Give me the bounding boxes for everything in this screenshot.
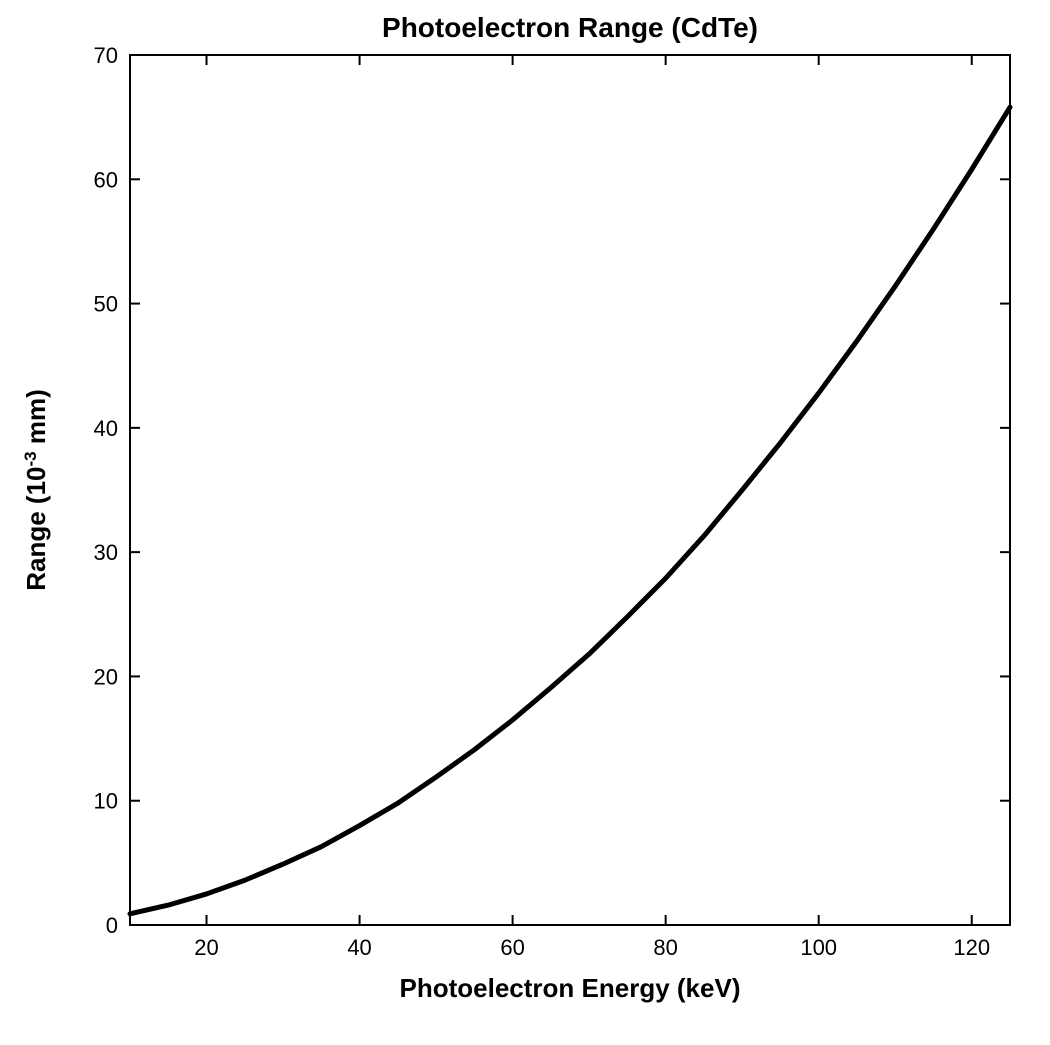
y-tick-label: 60 bbox=[94, 167, 118, 192]
y-tick-label: 40 bbox=[94, 416, 118, 441]
x-tick-label: 100 bbox=[800, 935, 837, 960]
chart-container: 20 40 60 80 100 120 0 10 20 30 40 50 60 70 Photoelectr… bbox=[0, 0, 1050, 1045]
x-tick-label: 60 bbox=[500, 935, 524, 960]
y-axis-label: Range (10-3 mm) bbox=[21, 389, 52, 591]
x-tick-label: 20 bbox=[194, 935, 218, 960]
x-axis-label: Photoelectron Energy (keV) bbox=[400, 973, 741, 1003]
y-tick-label: 10 bbox=[94, 789, 118, 814]
chart-svg: 20 40 60 80 100 120 0 10 20 30 40 50 60 70 Photoelectr… bbox=[0, 0, 1050, 1045]
y-tick-label: 30 bbox=[94, 540, 118, 565]
y-tick-label: 70 bbox=[94, 43, 118, 68]
y-tick-label: 20 bbox=[94, 664, 118, 689]
x-tick-label: 80 bbox=[653, 935, 677, 960]
y-tick-label: 50 bbox=[94, 292, 118, 317]
x-tick-label: 120 bbox=[953, 935, 990, 960]
y-tick-label: 0 bbox=[106, 913, 118, 938]
chart-title: Photoelectron Range (CdTe) bbox=[382, 12, 758, 43]
x-tick-label: 40 bbox=[347, 935, 371, 960]
